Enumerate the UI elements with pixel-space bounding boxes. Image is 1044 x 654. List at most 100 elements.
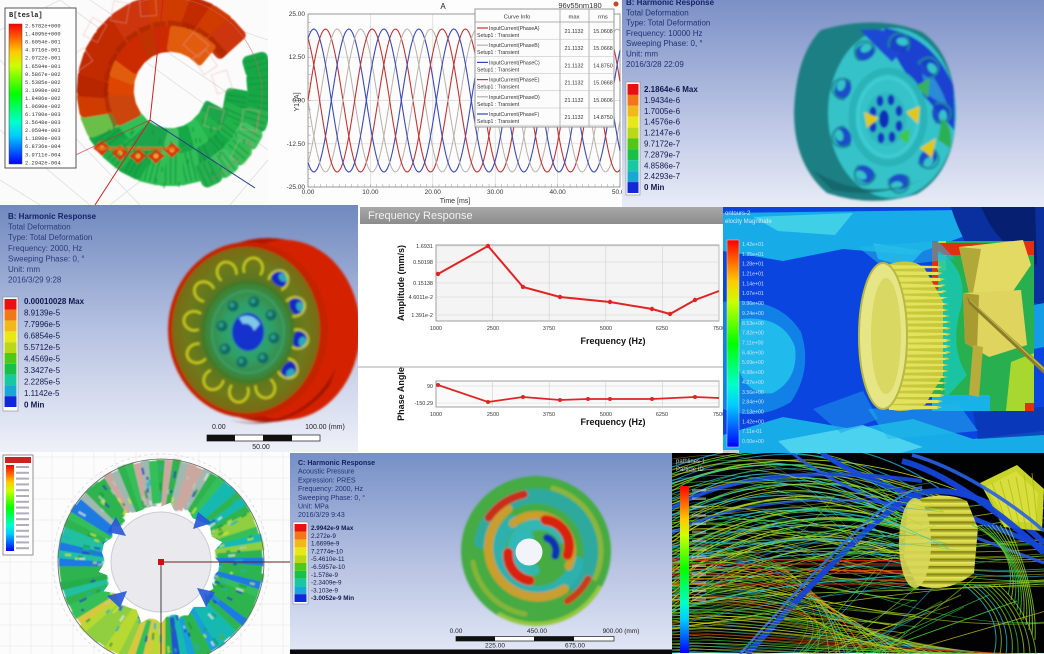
svg-text:2.9942e-9 Max: 2.9942e-9 Max — [311, 525, 354, 532]
svg-text:Setup1 : Transient: Setup1 : Transient — [477, 85, 520, 91]
svg-text:4.9716e-001: 4.9716e-001 — [25, 48, 61, 54]
svg-text:8.9139e-5: 8.9139e-5 — [24, 309, 61, 318]
svg-text:3.1998e-002: 3.1998e-002 — [25, 88, 61, 94]
svg-text:1.42e+01: 1.42e+01 — [742, 242, 764, 248]
svg-text:1.0690e-002: 1.0690e-002 — [25, 104, 61, 110]
svg-text:21.1132: 21.1132 — [564, 29, 583, 35]
svg-text:6250: 6250 — [656, 412, 668, 418]
svg-text:-25.00: -25.00 — [287, 184, 306, 191]
svg-text:-5.4610e-11: -5.4610e-11 — [311, 556, 345, 563]
svg-text:1.1898e-003: 1.1898e-003 — [25, 136, 61, 142]
svg-text:0.50198: 0.50198 — [413, 260, 433, 266]
svg-text:ontours-2: ontours-2 — [725, 211, 751, 217]
svg-text:Sweeping Phase: 0, °: Sweeping Phase: 0, ° — [8, 254, 85, 263]
svg-text:3.56e+00: 3.56e+00 — [742, 390, 764, 396]
svg-text:6.1780e-003: 6.1780e-003 — [25, 112, 61, 118]
svg-text:1.42e+00: 1.42e+00 — [742, 419, 764, 425]
svg-text:14.8750: 14.8750 — [593, 115, 613, 121]
svg-text:2500: 2500 — [487, 412, 499, 418]
svg-text:21.1132: 21.1132 — [564, 115, 583, 121]
svg-text:Amplitude (mm/s): Amplitude (mm/s) — [396, 245, 406, 321]
svg-text:450.00: 450.00 — [527, 628, 547, 635]
svg-text:2.84e+00: 2.84e+00 — [742, 400, 764, 406]
svg-text:2.272e-9: 2.272e-9 — [311, 533, 336, 540]
svg-text:A: A — [440, 2, 446, 11]
svg-text:C: Harmonic Response: C: Harmonic Response — [298, 460, 375, 467]
svg-text:Phase Angle: Phase Angle — [396, 367, 406, 421]
svg-text:InputCurrent(PhaseD): InputCurrent(PhaseD) — [489, 95, 540, 101]
svg-text:Frequency: 2000, Hz: Frequency: 2000, Hz — [8, 244, 82, 253]
svg-text:0.00: 0.00 — [302, 189, 315, 196]
svg-text:5.5385e-002: 5.5385e-002 — [25, 80, 61, 86]
svg-text:6250: 6250 — [656, 326, 668, 332]
svg-text:-150.29: -150.29 — [414, 401, 433, 407]
svg-text:20.00: 20.00 — [425, 189, 442, 196]
svg-text:Sweeping Phase: 0, °: Sweeping Phase: 0, ° — [298, 494, 365, 502]
svg-text:14.8750: 14.8750 — [593, 63, 613, 69]
svg-text:Y1 [A]: Y1 [A] — [294, 92, 301, 111]
svg-text:Unit: mm: Unit: mm — [8, 265, 40, 274]
svg-text:1.07e+01: 1.07e+01 — [742, 291, 764, 297]
svg-text:9.5867e-002: 9.5867e-002 — [25, 72, 61, 78]
svg-text:4.8586e-7: 4.8586e-7 — [644, 161, 681, 170]
svg-text:pathlines-1: pathlines-1 — [676, 459, 706, 465]
svg-text:Unit: MPa: Unit: MPa — [298, 504, 329, 511]
svg-text:25.00: 25.00 — [289, 11, 306, 18]
svg-text:Type: Total Deformation: Type: Total Deformation — [8, 233, 92, 242]
svg-text:0 Min: 0 Min — [644, 183, 665, 192]
svg-text:21.1132: 21.1132 — [564, 81, 583, 87]
svg-text:Expression: PRES: Expression: PRES — [298, 477, 356, 484]
svg-text:6.8736e-004: 6.8736e-004 — [25, 144, 61, 150]
svg-text:1.6931: 1.6931 — [416, 244, 433, 250]
svg-text:1.28e+01: 1.28e+01 — [742, 262, 764, 268]
svg-text:0.00010028 Max: 0.00010028 Max — [24, 297, 85, 306]
svg-text:B: Harmonic Response: B: Harmonic Response — [8, 212, 97, 221]
svg-text:21.1132: 21.1132 — [564, 98, 583, 104]
svg-text:0 Min: 0 Min — [24, 401, 45, 410]
svg-text:-6.5957e-10: -6.5957e-10 — [311, 564, 345, 571]
svg-text:7.2879e-7: 7.2879e-7 — [644, 150, 681, 159]
svg-text:1.35e+01: 1.35e+01 — [742, 252, 764, 258]
svg-text:2.1864e-6 Max: 2.1864e-6 Max — [644, 85, 698, 94]
svg-text:Particle ID: Particle ID — [676, 467, 704, 473]
svg-text:2016/3/29 9:28: 2016/3/29 9:28 — [8, 276, 62, 285]
svg-text:1.1142e-5: 1.1142e-5 — [24, 389, 60, 398]
svg-text:100.00 (mm): 100.00 (mm) — [305, 424, 345, 431]
svg-text:10.00: 10.00 — [362, 189, 379, 196]
svg-text:1.2147e-6: 1.2147e-6 — [644, 129, 681, 138]
svg-text:B[tesla]: B[tesla] — [9, 12, 43, 20]
svg-text:5.69e+00: 5.69e+00 — [742, 360, 764, 366]
svg-text:Acoustic Pressure: Acoustic Pressure — [298, 469, 355, 476]
svg-text:9.24e+00: 9.24e+00 — [742, 311, 764, 317]
svg-text:Unit: mm: Unit: mm — [626, 50, 658, 59]
svg-text:Frequency (Hz): Frequency (Hz) — [580, 336, 645, 346]
svg-text:4.27e+00: 4.27e+00 — [742, 380, 764, 386]
svg-text:50.00: 50.00 — [252, 444, 270, 451]
svg-text:elocity Magnitude: elocity Magnitude — [725, 219, 772, 225]
svg-text:21.1132: 21.1132 — [564, 46, 583, 52]
svg-text:rms: rms — [598, 15, 608, 21]
svg-text:Frequency (Hz): Frequency (Hz) — [580, 417, 645, 427]
svg-text:900.00 (mm): 900.00 (mm) — [603, 628, 640, 635]
svg-text:1.9434e-6: 1.9434e-6 — [644, 96, 681, 105]
svg-text:50.00: 50.00 — [612, 189, 623, 196]
svg-text:15.0668: 15.0668 — [593, 46, 613, 52]
svg-text:1.6594e-001: 1.6594e-001 — [25, 64, 61, 70]
svg-text:3.9711e-004: 3.9711e-004 — [25, 152, 61, 158]
svg-text:15.0606: 15.0606 — [593, 98, 613, 104]
svg-text:-3.103e-9: -3.103e-9 — [311, 587, 338, 594]
svg-text:1.14e+01: 1.14e+01 — [742, 281, 764, 287]
svg-text:7.11e+00: 7.11e+00 — [742, 341, 764, 347]
svg-text:6.40e+00: 6.40e+00 — [742, 350, 764, 356]
svg-text:2.13e+00: 2.13e+00 — [742, 409, 764, 415]
svg-text:-1.578e-9: -1.578e-9 — [311, 572, 338, 579]
svg-text:0.00: 0.00 — [292, 98, 305, 105]
svg-text:Type: Total Deformation: Type: Total Deformation — [626, 19, 710, 28]
svg-text:1.6699e-9: 1.6699e-9 — [311, 541, 340, 548]
svg-text:2500: 2500 — [487, 326, 499, 332]
svg-text:9.7172e-7: 9.7172e-7 — [644, 140, 681, 149]
svg-text:Setup1 : Transient: Setup1 : Transient — [477, 119, 520, 125]
svg-text:Frequency Response: Frequency Response — [368, 210, 473, 222]
svg-text:7500: 7500 — [713, 412, 723, 418]
svg-text:5000: 5000 — [600, 412, 612, 418]
